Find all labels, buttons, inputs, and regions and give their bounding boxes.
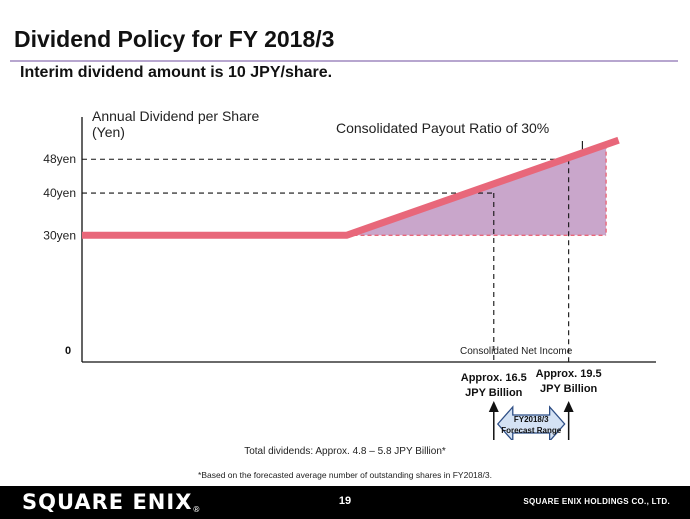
y-tick-label: 48yen xyxy=(43,152,76,166)
y-tick-label: 30yen xyxy=(43,228,76,242)
slide-subtitle: Interim dividend amount is 10 JPY/share. xyxy=(20,64,333,81)
x-axis-title: Consolidated Net Income xyxy=(460,346,573,357)
origin-label: 0 xyxy=(65,345,71,357)
range-start-label: Approx. 16.5 xyxy=(461,372,527,384)
dividend-line xyxy=(82,136,620,239)
slide-title: Dividend Policy for FY 2018/3 xyxy=(14,26,335,52)
y-axis-title: Annual Dividend per Share xyxy=(92,108,260,124)
payout-ratio-label: Consolidated Payout Ratio of 30% xyxy=(336,120,549,136)
range-end-arrow-head xyxy=(563,401,574,412)
forecast-range-band xyxy=(496,405,566,440)
square-enix-logo: SQUARE ENIX® xyxy=(22,490,202,514)
range-end-unit: JPY Billion xyxy=(540,383,598,395)
dividend-chart: Annual Dividend per Share (Yen) Consolid… xyxy=(43,108,656,440)
forecast-range-label: FY2018/3 xyxy=(514,415,549,424)
range-start-arrow-head xyxy=(488,401,499,412)
page-number: 19 xyxy=(338,495,352,507)
range-end-label: Approx. 19.5 xyxy=(536,368,602,380)
y-tick-label: 40yen xyxy=(43,186,76,200)
y-axis-title-unit: (Yen) xyxy=(92,124,125,140)
shares-basis-note: *Based on the forecasted average number … xyxy=(198,470,492,480)
total-dividends-note: Total dividends: Approx. 4.8 – 5.8 JPY B… xyxy=(244,446,446,457)
company-name: SQUARE ENIX HOLDINGS CO., LTD. xyxy=(523,497,670,506)
title-divider xyxy=(10,60,678,62)
forecast-range-sublabel: Forecast Range xyxy=(501,426,562,435)
range-start-unit: JPY Billion xyxy=(465,387,523,399)
footer-bar: SQUARE ENIX® 19 SQUARE ENIX HOLDINGS CO.… xyxy=(0,486,690,519)
